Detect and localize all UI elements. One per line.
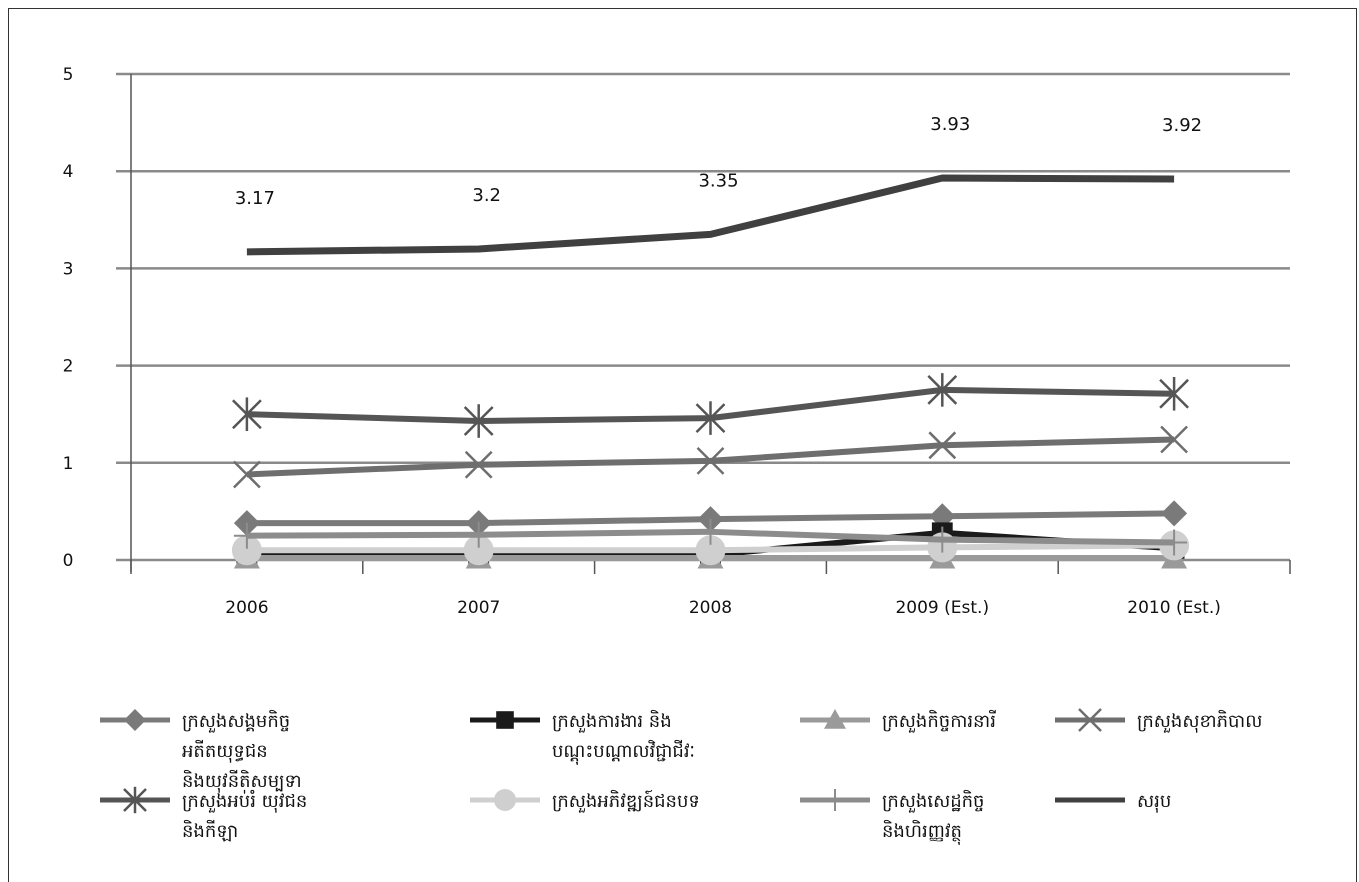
- legend-label: ក្រសួងការងារ និង: [552, 709, 672, 733]
- x-tick-label: 2007: [457, 598, 500, 618]
- legend-marker: [496, 711, 514, 729]
- data-point: [928, 431, 957, 460]
- legend-marker: [123, 786, 147, 814]
- y-tick-label: 2: [63, 357, 74, 377]
- data-point: [1160, 425, 1188, 454]
- x-tick-label: 2008: [689, 598, 732, 618]
- x-tick-label: 2009 (Est.): [895, 598, 989, 618]
- legend-item: ក្រសួងការងារ និងបណ្តុះបណ្តាលវិជ្ជាជីវៈ: [470, 709, 695, 765]
- legend-label: និងកីឡា: [182, 819, 238, 842]
- series-line: [246, 436, 1175, 478]
- legend-item: ក្រសួងកិច្ចការនារី: [800, 709, 996, 733]
- legend-label: បណ្តុះបណ្តាលវិជ្ជាជីវៈ: [552, 739, 695, 765]
- legend-marker: [1078, 708, 1102, 732]
- data-point: [697, 518, 724, 545]
- legend-item: ក្រសួងសេដ្ឋកិច្ចនិងហិរញ្ញវត្ថុ: [800, 789, 984, 845]
- y-tick-label: 5: [63, 65, 74, 85]
- data-point: [1161, 529, 1188, 556]
- marker-stroke: [233, 460, 261, 489]
- legend-item: ក្រសួងសុខាភិបាល: [1055, 708, 1262, 733]
- legend-item: សរុប: [1055, 791, 1171, 813]
- data-point: [929, 526, 956, 553]
- legend-label: ក្រសួងសង្គមកិច្ច: [182, 709, 290, 733]
- series-line: [246, 174, 1175, 256]
- data-label: 3.17: [235, 188, 275, 209]
- marker-stroke: [696, 446, 725, 475]
- y-tick-label: 1: [63, 454, 74, 474]
- marker-stroke: [1078, 708, 1102, 732]
- legend-label: អតីតយុទ្ធជន: [182, 739, 268, 763]
- data-point: [927, 373, 958, 407]
- data-point: [463, 404, 494, 438]
- legend-item: ក្រសួងអភិវឌ្ឍន៍ជនបទ: [470, 789, 700, 813]
- data-label: 3.93: [930, 114, 970, 135]
- data-point: [1161, 500, 1188, 527]
- marker-stroke: [928, 431, 957, 460]
- data-label: 3.2: [472, 185, 501, 206]
- x-tick-label: 2006: [225, 598, 268, 618]
- legend-marker: [124, 709, 146, 731]
- series-6: [233, 518, 1188, 556]
- legend-label: ក្រសួងកិច្ចការនារី: [882, 709, 996, 733]
- marker-stroke: [464, 450, 493, 479]
- data-point: [464, 450, 493, 479]
- data-point: [1159, 376, 1189, 411]
- data-point: [696, 446, 725, 475]
- legend-label: ក្រសួងអភិវឌ្ឍន៍ជនបទ: [552, 789, 700, 813]
- data-point: [695, 535, 726, 566]
- legend-marker: [494, 789, 516, 811]
- series-7: [246, 174, 1175, 256]
- data-point: [233, 522, 260, 549]
- series-4: [232, 373, 1189, 438]
- data-point: [232, 397, 262, 431]
- legend-marker: [824, 709, 846, 729]
- data-point: [465, 521, 492, 548]
- y-tick-label: 4: [63, 162, 74, 182]
- data-point: [231, 535, 262, 566]
- data-label: 3.92: [1162, 115, 1202, 136]
- legend-label: និងយុវនីតិសម្បទា: [182, 769, 302, 793]
- y-tick-label: 0: [63, 551, 74, 571]
- data-point: [463, 535, 494, 566]
- series-3: [233, 425, 1188, 489]
- x-tick-label: 2010 (Est.): [1127, 598, 1221, 618]
- marker-stroke: [1160, 425, 1188, 454]
- legend-item: ក្រសួងសង្គមកិច្ចអតីតយុទ្ធជននិងយុវនីតិសម្…: [100, 709, 302, 793]
- data-point: [233, 460, 261, 489]
- legend-marker: [824, 789, 846, 811]
- legend-label: សរុប: [1137, 791, 1171, 813]
- data-label: 3.35: [698, 170, 738, 191]
- y-tick-label: 3: [63, 259, 74, 279]
- legend-label: ក្រសួងសុខាភិបាល: [1137, 709, 1262, 733]
- data-point: [695, 401, 726, 435]
- chart-frame: [8, 8, 1357, 882]
- legend-label: និងហិរញ្ញវត្ថុ: [882, 819, 962, 845]
- legend-label: ក្រសួងសេដ្ឋកិច្ច: [882, 789, 984, 813]
- legend-label: ក្រសួងអប់រំ យុវជន: [182, 789, 307, 813]
